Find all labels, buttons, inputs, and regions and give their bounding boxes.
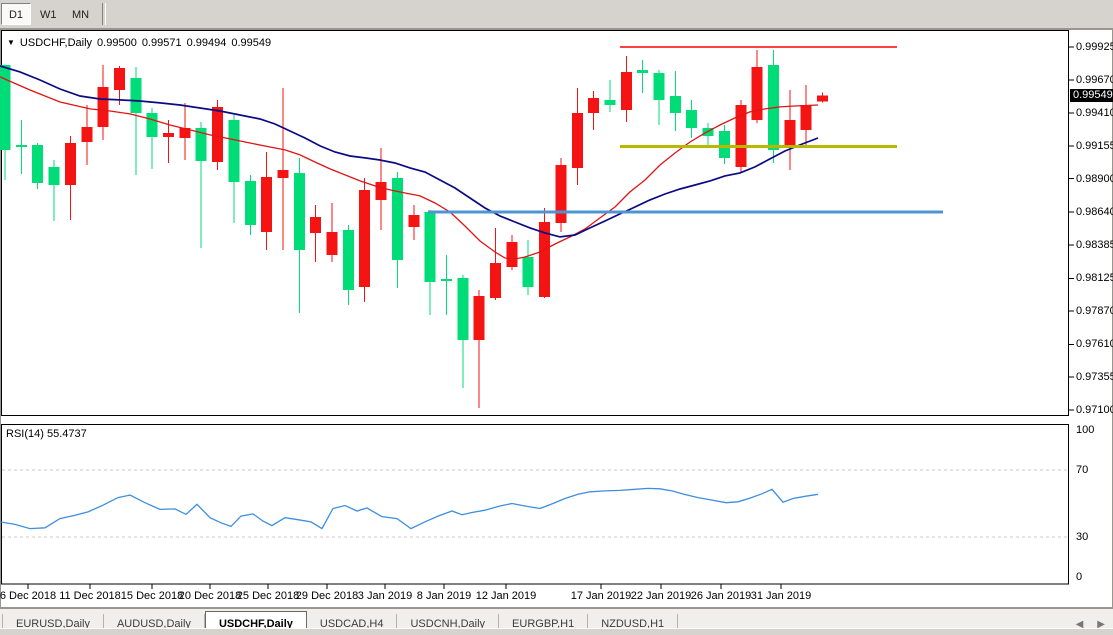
candle-body (588, 98, 600, 113)
candle-body (800, 104, 812, 130)
ma-red-line (0, 76, 819, 260)
candle-body (751, 66, 763, 120)
candle-body (163, 132, 174, 137)
candle-body (359, 189, 371, 287)
chart-tab-audusd[interactable]: AUDUSD,Daily (104, 614, 205, 635)
candle-body (146, 112, 158, 137)
ohlc-close: 0.99549 (231, 37, 272, 49)
candle-body (64, 142, 76, 186)
candle-body (375, 181, 387, 200)
timeframe-button-mn[interactable]: MN (65, 3, 95, 25)
chart-tab-usdcnh[interactable]: USDCNH,Daily (397, 614, 500, 635)
chart-tab-eurusd[interactable]: EURUSD,Daily (2, 614, 104, 635)
candle-body (310, 216, 322, 233)
ohlc-high: 0.99571 (141, 37, 182, 49)
candle-body (424, 212, 436, 283)
timeframe-button-w1[interactable]: W1 (33, 3, 63, 25)
chart-window-frame (0, 29, 1113, 608)
chart-tab-nzdusd[interactable]: NZDUSD,H1 (588, 614, 679, 635)
candle-body (440, 279, 452, 281)
tab-scroll-left-icon[interactable]: ◀ (1075, 619, 1084, 630)
candle-body (244, 180, 256, 225)
date-axis-ticks (27, 584, 782, 589)
chart-tab-usdcad[interactable]: USDCAD,H4 (307, 614, 398, 635)
pane-borders (1, 30, 1069, 585)
candle-body (179, 127, 191, 138)
tab-scroll-right-icon[interactable]: ▶ (1097, 619, 1105, 630)
candle-body (277, 169, 289, 178)
candle-body (212, 106, 224, 163)
candle-body (571, 112, 583, 168)
ma-navy-line (0, 65, 819, 238)
candle-body (0, 64, 11, 150)
rsi-line (0, 487, 819, 530)
candle-body (391, 177, 403, 260)
candle-body (539, 222, 551, 297)
price-axis-ticks (1069, 46, 1074, 411)
chart-title: ▼ USDCHF,Daily 0.99500 0.99571 0.99494 0.9954… (7, 37, 271, 49)
candle-body (735, 104, 747, 167)
moving-averages-layer (0, 65, 819, 260)
window-bottom-strip (0, 628, 1113, 635)
candle-body (718, 130, 730, 158)
toolbar-separator (102, 3, 106, 25)
candle-body (506, 241, 518, 267)
candle-body (620, 71, 632, 110)
candle-body (48, 167, 60, 186)
candle-body (32, 145, 44, 183)
candle-body (15, 144, 27, 147)
candle-body (653, 72, 665, 100)
candle-body (784, 119, 796, 148)
candle-body (130, 77, 142, 113)
candle-body (669, 95, 681, 113)
timeframe-button-d1[interactable]: D1 (1, 3, 31, 25)
candle-body (817, 95, 828, 102)
tab-scroll-controls: ◀ ▶ (1076, 614, 1105, 635)
candles-layer (0, 49, 828, 408)
rsi-layer (0, 469, 1068, 538)
candle-body (195, 127, 207, 161)
timeframe-toolbar: D1 W1 MN (0, 0, 1113, 29)
candle-body (228, 119, 240, 182)
candle-body (490, 262, 501, 298)
ohlc-open: 0.99500 (97, 37, 137, 49)
ohlc-low: 0.99494 (186, 37, 227, 49)
collapse-indicator-icon[interactable]: ▼ (7, 38, 15, 47)
candle-body (408, 214, 420, 228)
candle-body (293, 172, 305, 250)
candle-body (637, 70, 649, 73)
candle-body (473, 295, 485, 341)
hline-objects-layer (428, 46, 943, 214)
candle-body (113, 67, 125, 91)
candle-body (522, 256, 534, 287)
candle-body (261, 176, 273, 232)
current-price-tag: 0.99549 (1070, 88, 1113, 102)
chart-symbol: USDCHF,Daily (19, 37, 93, 49)
candle-body (326, 231, 338, 255)
candle-body (686, 109, 698, 128)
candle-body (97, 86, 109, 127)
chart-tab-eurgbp[interactable]: EURGBP,H1 (499, 614, 589, 635)
candle-body (342, 229, 354, 290)
candle-body (457, 278, 469, 341)
candle-body (604, 99, 616, 105)
candle-body (555, 164, 567, 223)
candle-body (81, 126, 93, 142)
